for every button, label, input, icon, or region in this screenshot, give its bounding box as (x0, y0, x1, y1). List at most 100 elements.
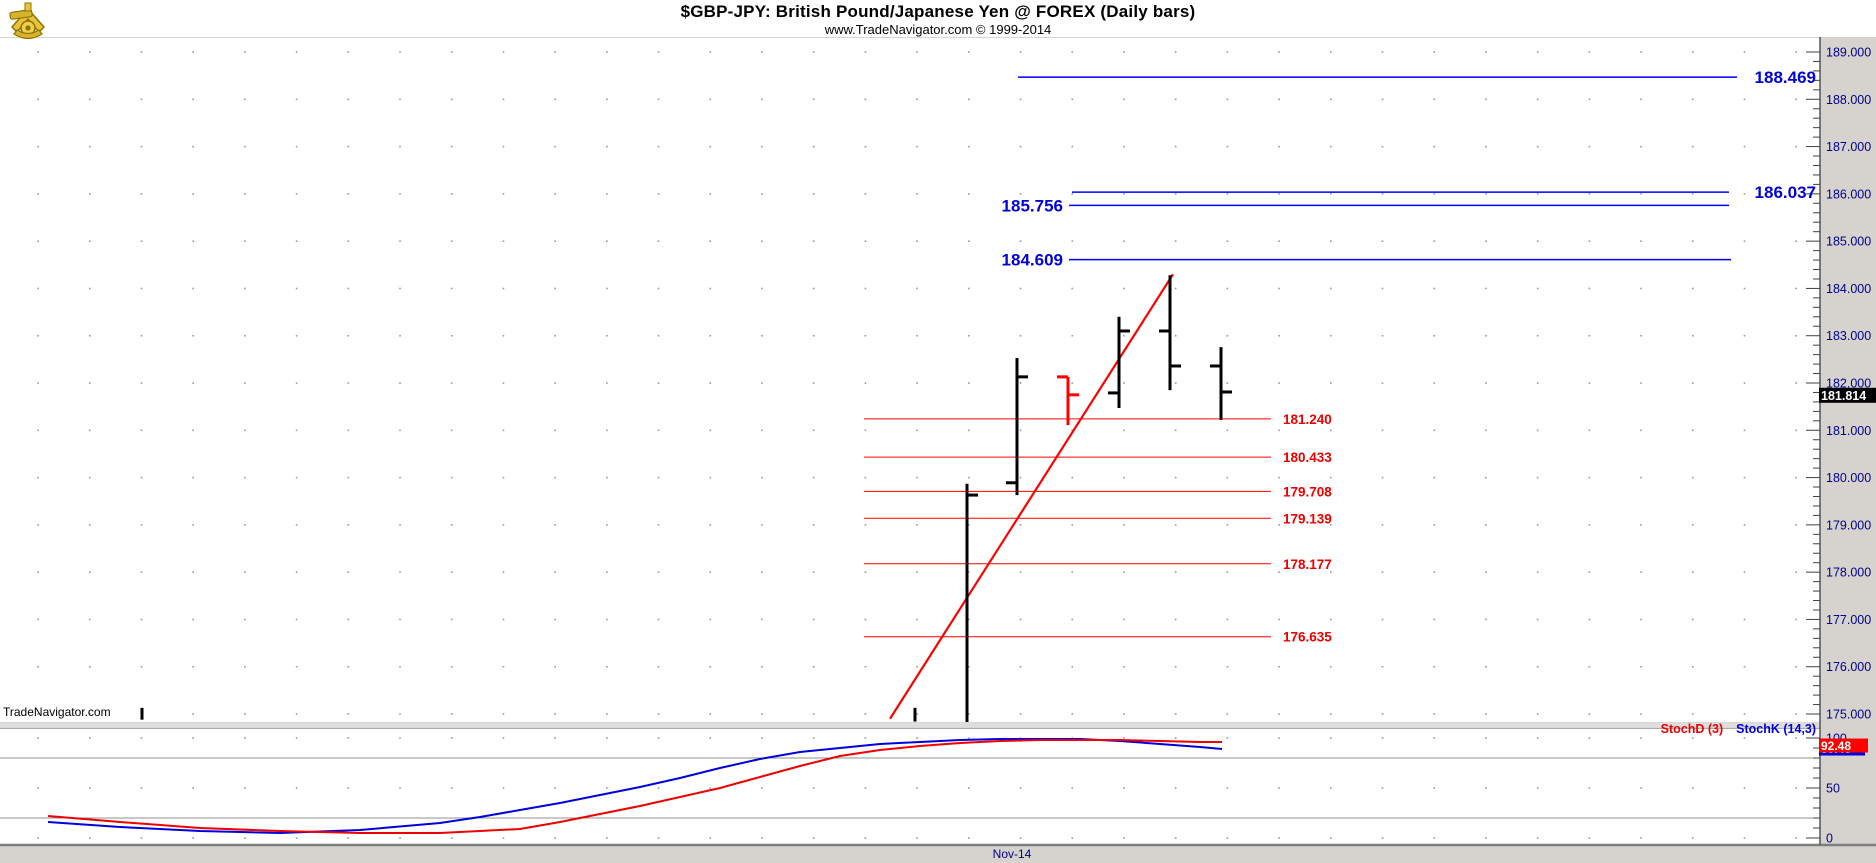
grid-dot (244, 287, 246, 290)
grid-dot (1278, 571, 1280, 573)
grid-dot (1743, 382, 1746, 384)
grid-dot (1691, 429, 1694, 432)
grid-dot (709, 787, 712, 789)
grid-dot (88, 240, 91, 242)
grid-dot (1795, 287, 1797, 290)
support-line-label: 176.635 (1283, 630, 1332, 645)
grid-dot (1743, 476, 1746, 479)
grid-dot (968, 787, 970, 789)
grid-dot (192, 618, 194, 621)
grid-dot (1019, 287, 1022, 290)
grid-dot (606, 240, 608, 242)
grid-dot (37, 145, 39, 148)
grid-dot (1640, 837, 1642, 839)
grid-dot (1691, 737, 1694, 739)
grid-dot (1174, 193, 1177, 195)
grid-dot (244, 476, 246, 479)
grid-dot (1640, 665, 1642, 668)
grid-dot (1691, 787, 1694, 789)
grid-dot (554, 51, 556, 53)
grid-dot (1381, 287, 1384, 290)
grid-dot (606, 787, 608, 789)
grid-dot (140, 429, 143, 432)
grid-dot (1019, 524, 1022, 526)
grid-dot (450, 193, 453, 195)
grid-dot (1795, 737, 1797, 739)
grid-dot (606, 476, 608, 479)
grid-dot (502, 571, 505, 573)
grid-dot (295, 145, 298, 148)
grid-dot (1123, 382, 1125, 384)
grid-dot (1123, 713, 1125, 715)
grid-dot (864, 193, 867, 195)
grid-dot (1381, 51, 1384, 53)
grid-dot (916, 787, 918, 789)
grid-dot (140, 287, 143, 290)
grid-dot (1433, 665, 1436, 668)
grid-dot (1433, 524, 1436, 526)
grid-dot (761, 713, 763, 715)
grid-dot (1691, 145, 1694, 148)
grid-dot (554, 193, 556, 195)
grid-dot (244, 145, 246, 148)
grid-dot (1485, 145, 1487, 148)
grid-dot (1640, 713, 1642, 715)
grid-dot (1330, 240, 1332, 242)
grid-dot (812, 665, 815, 668)
grid-dot (1640, 98, 1642, 101)
grid-dot (761, 193, 763, 195)
grid-dot (761, 665, 763, 668)
grid-dot (192, 524, 194, 526)
grid-dot (916, 618, 918, 621)
grid-dot (1485, 665, 1487, 668)
grid-dot (1071, 240, 1074, 242)
grid-dot (1381, 382, 1384, 384)
price-axis-label: 184.000 (1826, 282, 1871, 296)
grid-dot (450, 145, 453, 148)
grid-dot (88, 193, 91, 195)
grid-dot (37, 334, 39, 337)
grid-dot (399, 665, 401, 668)
grid-dot (606, 287, 608, 290)
grid-dot (1795, 193, 1797, 195)
grid-dot (1071, 334, 1074, 337)
grid-dot (1019, 571, 1022, 573)
grid-dot (1640, 240, 1642, 242)
grid-dot (657, 145, 660, 148)
grid-dot (1019, 334, 1022, 337)
grid-dot (295, 524, 298, 526)
grid-dot (1226, 524, 1229, 526)
grid-dot (709, 240, 712, 242)
grid-dot (1743, 98, 1746, 101)
grid-dot (554, 665, 556, 668)
grid-dot (1019, 240, 1022, 242)
grid-dot (968, 287, 970, 290)
grid-dot (140, 51, 143, 53)
grid-dot (1485, 51, 1487, 53)
grid-dot (1019, 476, 1022, 479)
stoch-d-curve (47, 739, 1222, 834)
grid-dot (1795, 145, 1797, 148)
grid-dot (1485, 240, 1487, 242)
grid-dot (347, 287, 350, 290)
grid-dot (295, 429, 298, 432)
grid-dot (347, 713, 350, 715)
grid-dot (1485, 429, 1487, 432)
grid-dot (140, 382, 143, 384)
grid-dot (1174, 837, 1177, 839)
grid-dot (1743, 837, 1746, 839)
grid-dot (1071, 287, 1074, 290)
grid-dot (140, 571, 143, 573)
stoch-panel-bg (0, 728, 1820, 845)
grid-dot (1381, 193, 1384, 195)
grid-dot (37, 737, 39, 739)
grid-dot (1691, 524, 1694, 526)
grid-dot (1640, 145, 1642, 148)
resistance-line-label: 184.609 (1002, 251, 1063, 270)
grid-dot (399, 51, 401, 53)
grid-dot (916, 98, 918, 101)
grid-dot (1278, 51, 1280, 53)
grid-dot (347, 665, 350, 668)
grid-dot (812, 571, 815, 573)
